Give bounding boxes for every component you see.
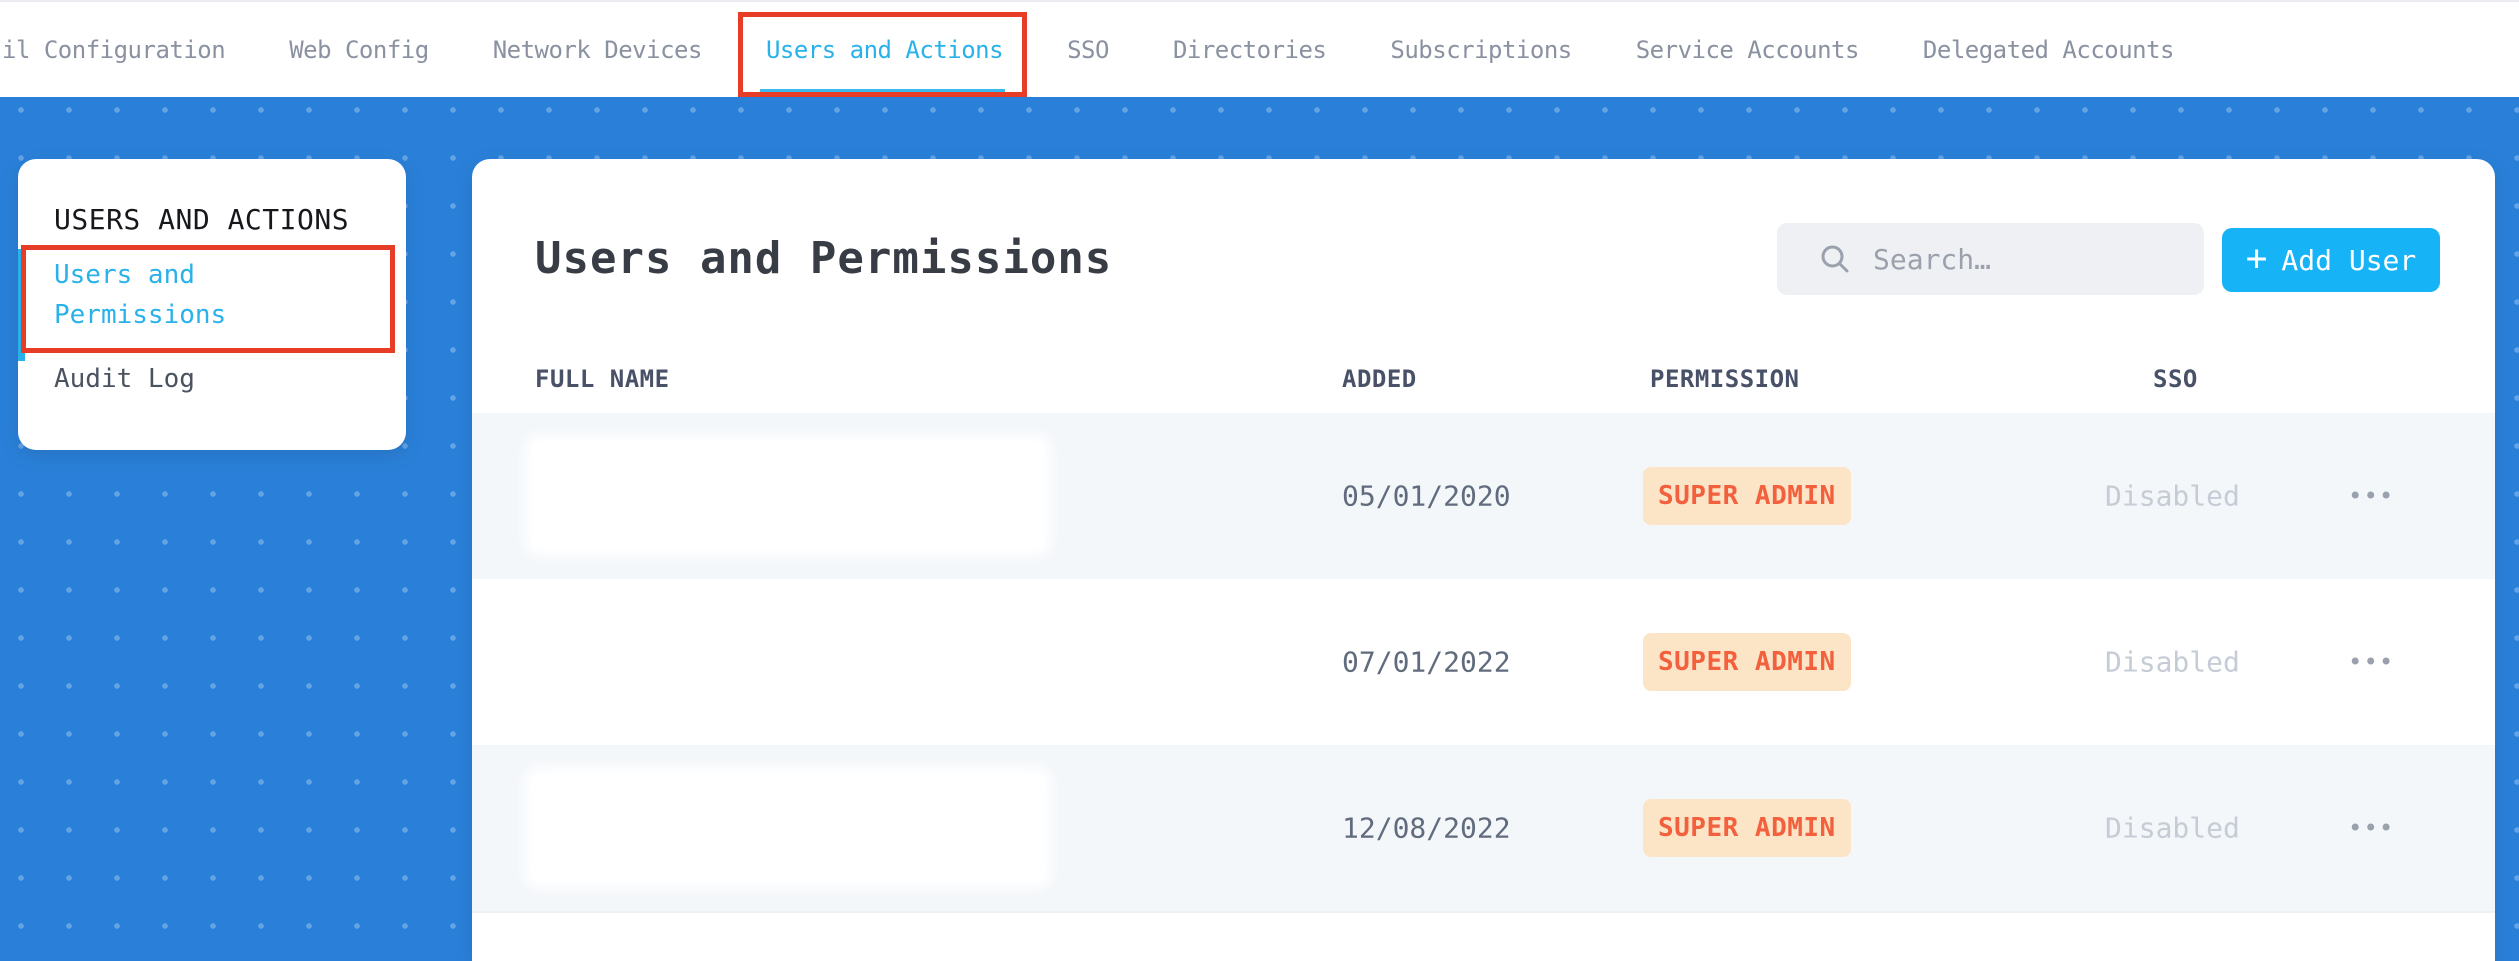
nav-item-web-config[interactable]: Web Config (289, 2, 429, 97)
content-background: USERS AND ACTIONS Users and Permissions … (0, 97, 2519, 961)
column-header-sso: SSO (2153, 365, 2198, 393)
table-row[interactable]: 07/01/2022 SUPER ADMIN Disabled ••• (472, 579, 2495, 745)
nav-item-configuration[interactable]: il Configuration (2, 2, 226, 97)
redacted-full-name (532, 442, 1044, 549)
page-title: Users and Permissions (535, 233, 1113, 284)
redacted-full-name (532, 774, 1044, 881)
permission-badge: SUPER ADMIN (1643, 799, 1851, 857)
row-separator (472, 911, 2495, 913)
table-row[interactable]: 05/01/2020 SUPER ADMIN Disabled ••• (472, 413, 2495, 579)
column-header-permission: PERMISSION (1650, 365, 1800, 393)
nav-item-subscriptions[interactable]: Subscriptions (1390, 2, 1572, 97)
added-cell: 07/01/2022 (1342, 645, 1511, 679)
sso-status: Disabled (2105, 645, 2240, 679)
sidebar: USERS AND ACTIONS Users and Permissions … (18, 159, 406, 450)
nav-item-service-accounts[interactable]: Service Accounts (1635, 2, 1860, 97)
nav-item-label: il Configuration (2, 35, 226, 64)
search-icon (1821, 245, 1849, 273)
more-options-icon[interactable]: ••• (2348, 482, 2395, 510)
sidebar-item-users-and-permissions[interactable]: Users and Permissions (54, 260, 227, 330)
column-header-full-name: FULL NAME (535, 365, 670, 393)
added-cell: 12/08/2022 (1342, 811, 1511, 845)
search-box[interactable] (1777, 222, 2234, 296)
nav-item-label: Delegated Accounts (1922, 35, 2175, 64)
more-options-icon[interactable]: ••• (2348, 648, 2395, 676)
nav-item-label: SSO (1067, 35, 1109, 64)
sso-status: Disabled (2105, 811, 2240, 845)
nav-item-label: Service Accounts (1635, 35, 1860, 64)
nav-item-sso[interactable]: SSO (1067, 2, 1109, 97)
nav-item-network-devices[interactable]: Network Devices (492, 2, 703, 97)
sso-status: Disabled (2105, 479, 2240, 513)
plus-icon: + (2245, 237, 2268, 279)
nav-item-label: Users and Actions (765, 35, 1004, 64)
nav-item-label: Network Devices (492, 35, 703, 64)
nav-item-label: Web Config (289, 35, 429, 64)
permission-badge: SUPER ADMIN (1643, 467, 1851, 525)
more-options-icon[interactable]: ••• (2348, 814, 2395, 842)
search-input[interactable] (1851, 222, 2234, 296)
sidebar-item-audit-log[interactable]: Audit Log (54, 364, 195, 394)
permission-badge: SUPER ADMIN (1643, 633, 1851, 691)
column-header-added: ADDED (1342, 365, 1417, 393)
active-item-bar (18, 249, 25, 361)
nav-item-directories[interactable]: Directories (1172, 2, 1327, 97)
nav-item-delegated-accounts[interactable]: Delegated Accounts (1922, 2, 2175, 97)
users-and-permissions-panel: Users and Permissions + Add User FULL NA… (472, 159, 2495, 961)
top-nav: il Configuration Web Config Network Devi… (0, 0, 2519, 97)
table-row[interactable]: 12/08/2022 SUPER ADMIN Disabled ••• (472, 745, 2495, 911)
sidebar-heading: USERS AND ACTIONS (54, 203, 350, 236)
nav-item-label: Subscriptions (1390, 35, 1572, 64)
added-cell: 05/01/2020 (1342, 479, 1511, 513)
nav-item-label: Directories (1172, 35, 1327, 64)
active-tab-underline (759, 89, 1006, 97)
add-user-button[interactable]: + Add User (2222, 228, 2440, 292)
table-body: 05/01/2020 SUPER ADMIN Disabled ••• 07/0… (472, 413, 2495, 911)
nav-item-users-and-actions[interactable]: Users and Actions (737, 2, 1028, 97)
add-user-label: Add User (2281, 243, 2417, 277)
